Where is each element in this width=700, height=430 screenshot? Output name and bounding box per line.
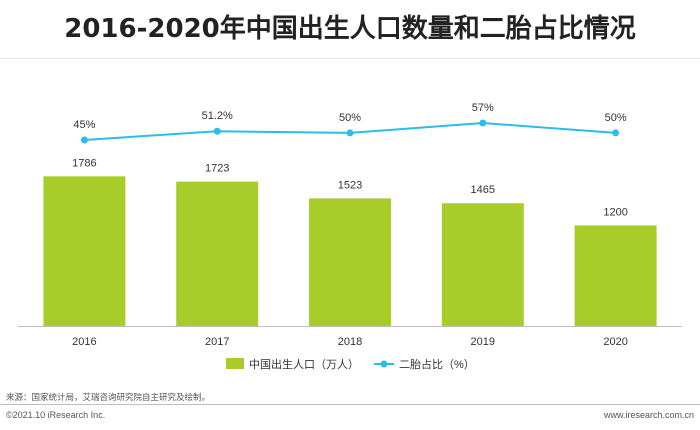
line-point xyxy=(479,119,487,127)
line-point xyxy=(346,129,354,137)
line-value-label: 45% xyxy=(73,119,95,131)
x-tick-label: 2018 xyxy=(338,336,362,348)
bar-value-label: 1465 xyxy=(471,184,495,196)
line-point xyxy=(213,127,221,135)
line-value-label: 50% xyxy=(339,112,361,124)
line-point xyxy=(612,129,620,137)
x-tick-label: 2017 xyxy=(205,336,229,348)
legend-bar-swatch xyxy=(226,358,244,369)
source-note: 来源：国家统计局，艾瑞咨询研究院自主研究及绘制。 xyxy=(6,393,211,403)
bar xyxy=(574,225,657,326)
combo-chart: 1786 1723 1523 1465 1200 2016 2017 2018 2019 2020… xyxy=(18,102,682,371)
bar xyxy=(176,181,259,326)
line-point xyxy=(80,136,88,144)
bar-value-label: 1523 xyxy=(338,179,362,191)
line-value-label: 50% xyxy=(605,112,627,124)
bar-value-label: 1200 xyxy=(603,206,627,218)
website-text: www.iresearch.com.cn xyxy=(603,410,694,420)
bar xyxy=(441,203,524,326)
x-tick-label: 2016 xyxy=(72,336,96,348)
line-value-label: 57% xyxy=(472,102,494,114)
line-value-label: 51.2% xyxy=(202,110,233,122)
legend-label-births: 中国出生人口（万人） xyxy=(249,357,359,371)
bar xyxy=(309,198,391,326)
x-tick-label: 2019 xyxy=(471,336,495,348)
bar xyxy=(43,176,126,326)
legend-label-second-child: 二胎占比（%） xyxy=(399,357,475,371)
bar-value-label: 1786 xyxy=(72,157,96,169)
footer-divider xyxy=(0,404,700,405)
page-title: 2016-2020年中国出生人口数量和二胎占比情况 xyxy=(64,14,636,44)
legend-line-marker xyxy=(380,360,388,368)
title-divider xyxy=(0,58,700,59)
x-tick-label: 2020 xyxy=(603,336,627,348)
copyright-text: ©2021.10 iResearch Inc. xyxy=(6,410,106,420)
bar-value-label: 1723 xyxy=(205,163,229,175)
